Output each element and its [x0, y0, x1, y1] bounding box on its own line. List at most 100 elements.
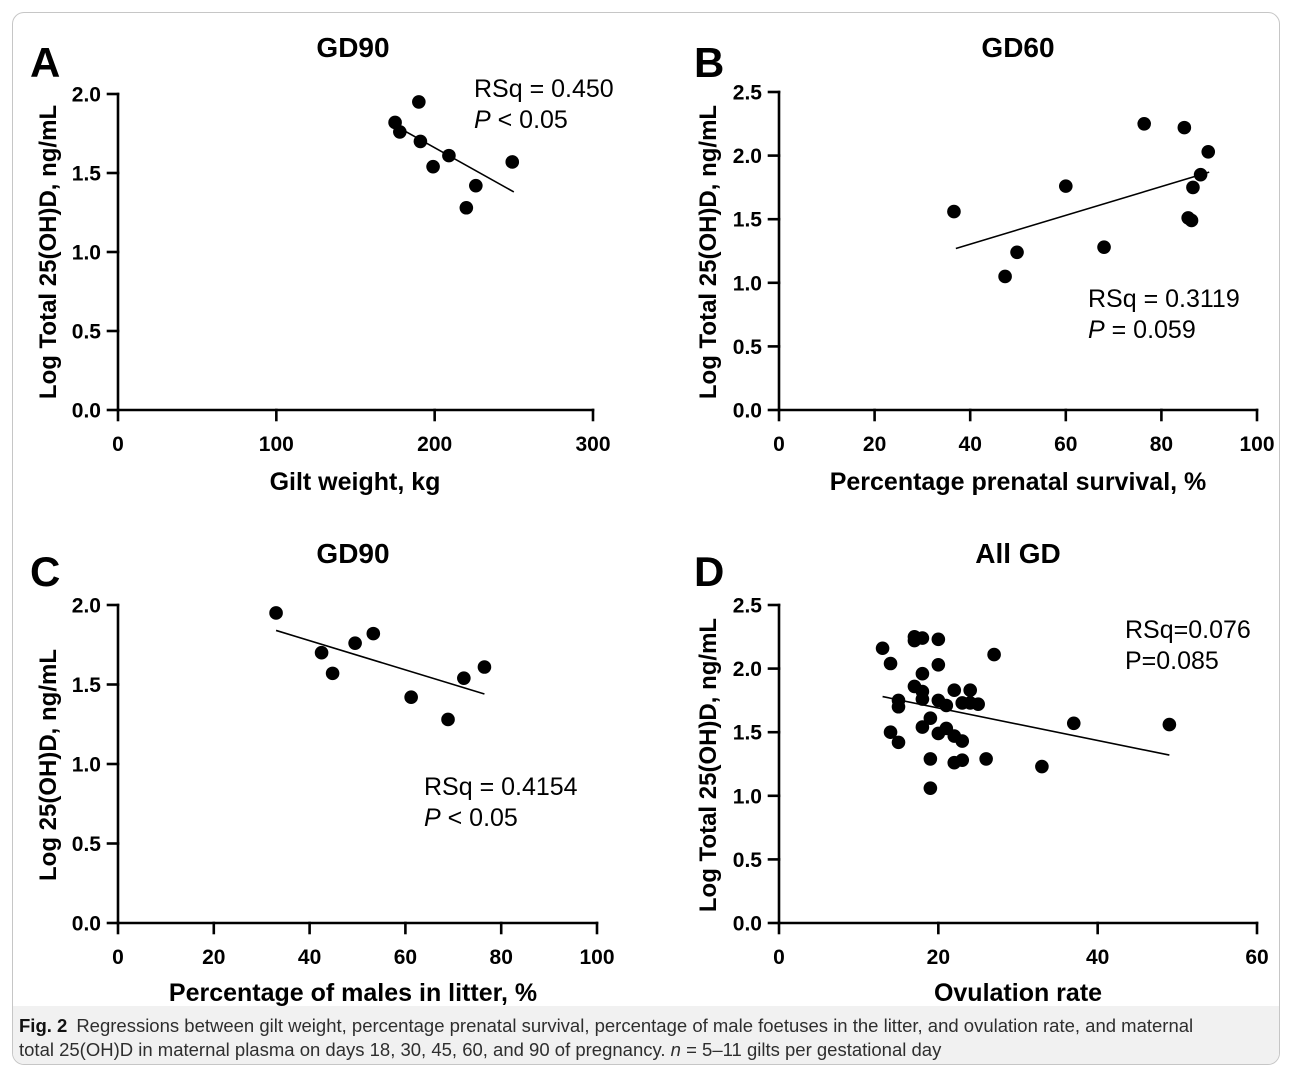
panel-b: B GD60 0.0 0.5 1.0 1.5 2.0 2.5 0 20 40 60 80 100 Log T… [694, 32, 1275, 496]
regression-line [955, 171, 1210, 250]
data-point [469, 178, 483, 193]
data-point [404, 690, 418, 705]
x-axis-label: Percentage of males in litter, % [169, 979, 537, 1007]
x-tick-label: 80 [490, 946, 513, 969]
y-tick-label: 2.5 [733, 595, 763, 618]
data-point [441, 712, 455, 727]
y-tick-label: 2.0 [72, 84, 101, 107]
data-point [393, 125, 407, 139]
data-point [947, 204, 961, 219]
data-point [1193, 167, 1208, 182]
data-point [477, 660, 492, 674]
y-tick-label: 1.0 [733, 785, 762, 808]
annotation-text: RSq = 0.3119 [1088, 285, 1240, 313]
data-point [325, 666, 340, 681]
data-point [939, 698, 954, 713]
y-axis-label: Log Total 25(OH)D, ng/mL [695, 618, 722, 912]
x-tick-label: 100 [579, 946, 614, 969]
data-point [348, 636, 362, 650]
data-point [915, 666, 930, 681]
y-tick-label: 1.0 [72, 242, 101, 265]
data-point [1137, 117, 1151, 131]
x-tick-label: 0 [773, 433, 785, 456]
x-tick-label: 0 [112, 946, 124, 969]
data-point [931, 657, 946, 672]
panel-a: A GD90 0.0 0.5 1.0 1.5 2.0 0 100 200 300 Log Total … [30, 32, 614, 496]
x-tick-label: 40 [1086, 946, 1109, 969]
y-tick-label: 0.0 [733, 400, 762, 423]
data-point [931, 726, 946, 741]
data-point [505, 155, 520, 169]
data-point [883, 725, 898, 739]
annotation-text: RSq=0.076 [1125, 616, 1251, 644]
data-point [955, 734, 970, 748]
y-tick-label: 0.0 [72, 400, 101, 423]
data-point [875, 641, 890, 656]
data-point [998, 269, 1012, 284]
y-tick-label: 1.0 [72, 754, 101, 777]
x-tick-label: 40 [959, 433, 982, 456]
data-point [269, 606, 283, 620]
caption-text-line-1: Regressions between gilt weight, percent… [76, 1015, 1194, 1036]
x-tick-label: 60 [394, 946, 417, 969]
panel-c: C GD90 0.0 0.5 1.0 1.5 2.0 0 20 40 60 80 100 Log 25(O… [30, 538, 615, 1007]
data-point [413, 134, 428, 149]
y-tick-label: 0.0 [72, 913, 101, 936]
y-tick-label: 1.0 [733, 272, 762, 295]
data-point [442, 148, 456, 163]
y-tick-label: 1.5 [72, 163, 102, 186]
x-axis-label: Ovulation rate [934, 979, 1102, 1007]
x-tick-label: 0 [112, 433, 124, 456]
data-point [915, 720, 930, 734]
x-tick-label: 0 [773, 946, 785, 969]
data-point [459, 200, 474, 215]
panel-letter: A [30, 39, 60, 86]
annotation-p-symbol: P [424, 804, 441, 832]
y-tick-label: 2.0 [733, 145, 762, 168]
data-point [931, 632, 946, 647]
x-tick-label: 60 [1245, 946, 1268, 969]
x-axis-label: Gilt weight, kg [270, 468, 441, 496]
data-point [955, 753, 970, 767]
y-tick-label: 1.5 [733, 209, 763, 232]
caption-line-1: Fig. 2 Regressions between gilt weight, p… [19, 1014, 1279, 1038]
data-point [891, 735, 906, 750]
annotation-text: RSq = 0.4154 [424, 773, 578, 801]
data-point [1186, 180, 1200, 195]
data-point [979, 752, 993, 766]
caption-n-symbol: n [670, 1039, 681, 1060]
data-point [1059, 179, 1073, 193]
data-point [366, 626, 381, 641]
annotation-rsq: RSq=0.076 [1125, 616, 1251, 644]
x-tick-label: 60 [1054, 433, 1077, 456]
panel-letter: D [694, 548, 724, 595]
x-tick-label: 200 [417, 433, 452, 456]
regression-line [275, 629, 485, 695]
annotation-p-value: P < 0.05 [424, 804, 518, 832]
annotation-text: < 0.05 [491, 106, 568, 134]
y-tick-label: 0.5 [72, 833, 102, 856]
annotation-p-symbol: P [474, 106, 491, 134]
data-point [883, 656, 898, 671]
regression-line [882, 695, 1170, 756]
caption-label: Fig. 2 [19, 1015, 68, 1036]
data-point [915, 692, 930, 706]
chart-title: All GD [975, 538, 1061, 569]
x-tick-label: 20 [927, 946, 950, 969]
data-point [457, 671, 471, 685]
y-tick-label: 0.5 [733, 849, 763, 872]
data-point [963, 683, 977, 698]
data-point [987, 647, 1001, 662]
annotation-rsq: RSq = 0.450 [474, 75, 614, 103]
annotation-p-value: P=0.085 [1125, 647, 1219, 675]
x-tick-label: 100 [1239, 433, 1274, 456]
y-axis-label: Log Total 25(OH)D, ng/mL [695, 105, 722, 399]
y-tick-label: 2.0 [72, 595, 101, 618]
y-tick-label: 0.5 [72, 321, 102, 344]
annotation-p-symbol: P [1088, 316, 1105, 344]
data-point [1066, 716, 1081, 731]
x-tick-label: 80 [1150, 433, 1173, 456]
annotation-rsq: RSq = 0.4154 [424, 773, 578, 801]
